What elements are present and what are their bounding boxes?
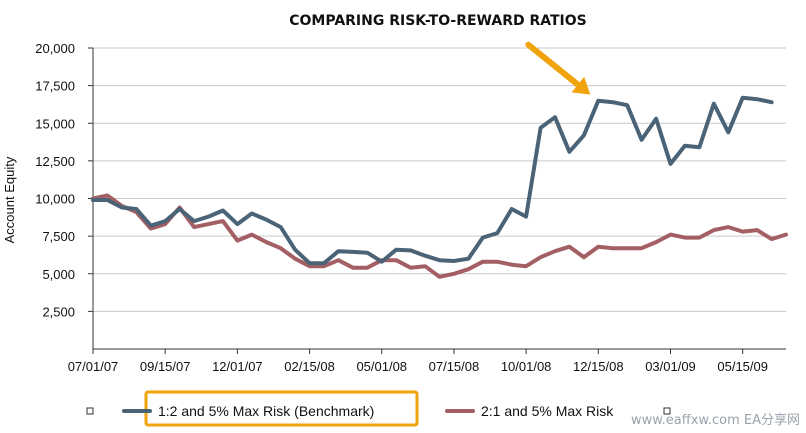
x-tick-label: 02/15/08 xyxy=(284,359,335,374)
y-tick-label: 20,000 xyxy=(35,41,75,56)
legend-label-benchmark: 1:2 and 5% Max Risk (Benchmark) xyxy=(158,403,374,419)
x-tick-label: 05/15/09 xyxy=(717,359,768,374)
series-line-benchmark xyxy=(91,95,774,266)
y-tick-label: 2,500 xyxy=(42,304,75,319)
x-tick-label: 09/15/07 xyxy=(140,359,191,374)
y-tick-label: 15,000 xyxy=(35,116,75,131)
annotation-layer xyxy=(525,41,591,95)
x-axis: 07/01/07 09/15/07 12/01/07 02/15/08 05/01/08… xyxy=(68,348,786,374)
series-line-2-1 xyxy=(91,193,788,279)
y-axis: 2,500 5,000 7,500 10,000 12,500 15,000 17,500 2… xyxy=(35,41,94,349)
chart-title: COMPARING RISK-TO-REWARD RATIOS xyxy=(289,13,587,29)
y-tick-label: 7,500 xyxy=(42,229,75,244)
y-tick-label: 17,500 xyxy=(35,79,75,94)
legend: 1:2 and 5% Max Risk (Benchmark) 2:1 and … xyxy=(86,390,671,427)
x-tick-label: 03/01/09 xyxy=(645,359,696,374)
annotation-arrow-head xyxy=(571,76,591,95)
x-tick-label: 12/15/08 xyxy=(573,359,624,374)
legend-handle-left[interactable] xyxy=(86,407,94,415)
x-tick-label: 12/01/07 xyxy=(212,359,263,374)
y-tick-label: 5,000 xyxy=(42,267,75,282)
annotation-arrow-shaft xyxy=(525,41,581,88)
legend-label-2-1: 2:1 and 5% Max Risk xyxy=(481,403,614,419)
watermark-text: www.eaffxw.com EA分享网 xyxy=(631,412,800,428)
y-tick-label: 10,000 xyxy=(35,192,75,207)
x-tick-label: 07/15/08 xyxy=(429,359,480,374)
x-tick-label: 10/01/08 xyxy=(501,359,552,374)
y-axis-label: Account Equity xyxy=(2,156,17,243)
y-tick-label: 12,500 xyxy=(35,154,75,169)
legend-highlight-box xyxy=(144,390,419,427)
series-layer xyxy=(91,95,788,279)
x-tick-label: 05/01/08 xyxy=(356,359,407,374)
grid-lines xyxy=(93,47,786,312)
legend-handle-right[interactable] xyxy=(663,407,671,415)
x-tick-label: 07/01/07 xyxy=(68,359,119,374)
